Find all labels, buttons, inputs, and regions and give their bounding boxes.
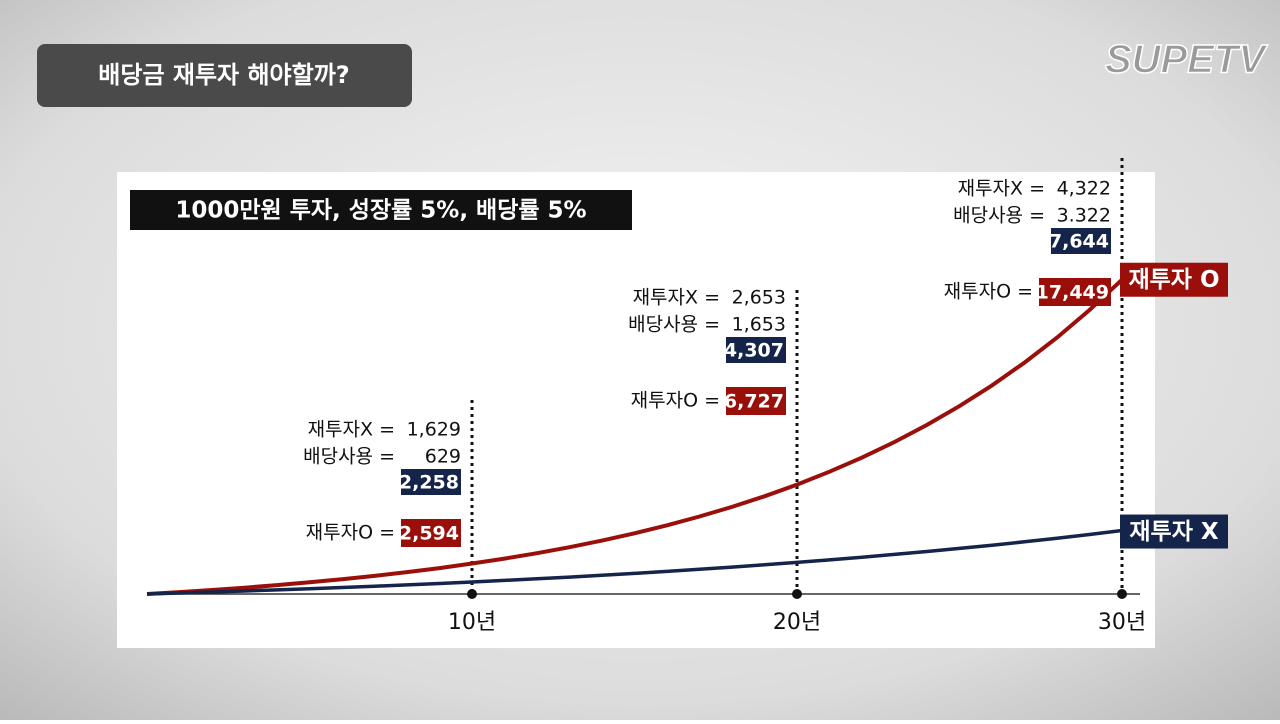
annotation-text: 배당사용 = <box>628 314 720 336</box>
title-box <box>37 44 412 107</box>
annotation-text: 재투자O = <box>944 281 1033 303</box>
title: 배당금 재투자 해야할까? <box>98 61 349 89</box>
x-tick-label: 10년 <box>448 610 496 635</box>
total-box <box>1051 228 1111 254</box>
tick-dot <box>1117 589 1127 599</box>
annotation-text: 1,653 <box>732 314 786 336</box>
reinvest-box <box>726 387 786 415</box>
annotation-text: 2,653 <box>732 287 786 309</box>
annotation-text: 1,629 <box>407 419 461 441</box>
annotation-text: 4,307 <box>724 340 784 362</box>
x-tick-label: 30년 <box>1098 610 1146 635</box>
reinvest-box <box>1039 278 1111 306</box>
legend-label: 재투자 O <box>1128 267 1219 293</box>
series-line <box>146 278 1124 596</box>
annotation-text: 재투자X = <box>308 419 395 441</box>
annotation-text: 7,644 <box>1049 231 1109 253</box>
legend-label: 재투자 X <box>1129 519 1218 545</box>
subtitle-box <box>130 190 632 230</box>
logo: SUPETV <box>1105 38 1268 82</box>
annotation-text: 재투자O = <box>306 522 395 544</box>
series-line <box>146 528 1123 596</box>
annotation-text: 재투자X = <box>958 178 1045 200</box>
legend-box <box>1120 514 1228 549</box>
tick-dot <box>792 589 802 599</box>
annotation-text: 17,449 <box>1036 282 1109 304</box>
annotation-text: 재투자X = <box>633 287 720 309</box>
annotation-text: 배당사용 = <box>953 205 1045 227</box>
annotation-text: 4,322 <box>1057 178 1111 200</box>
annotation-text: 629 <box>425 446 461 468</box>
annotation-text: 재투자O = <box>631 390 720 412</box>
annotation-text: 3.322 <box>1057 205 1111 227</box>
annotation-text: 2,258 <box>399 472 459 494</box>
subtitle: 1000만원 투자, 성장률 5%, 배당률 5% <box>175 198 586 224</box>
chart-panel <box>117 172 1155 648</box>
tick-dot <box>467 589 477 599</box>
total-box <box>401 469 461 495</box>
annotation-text: 배당사용 = <box>303 446 395 468</box>
legend-box <box>1120 262 1228 297</box>
annotation-text: 6,727 <box>724 391 784 413</box>
annotation-text: 2,594 <box>399 523 459 545</box>
total-box <box>726 337 786 363</box>
x-tick-label: 20년 <box>773 610 821 635</box>
reinvest-box <box>401 519 461 547</box>
